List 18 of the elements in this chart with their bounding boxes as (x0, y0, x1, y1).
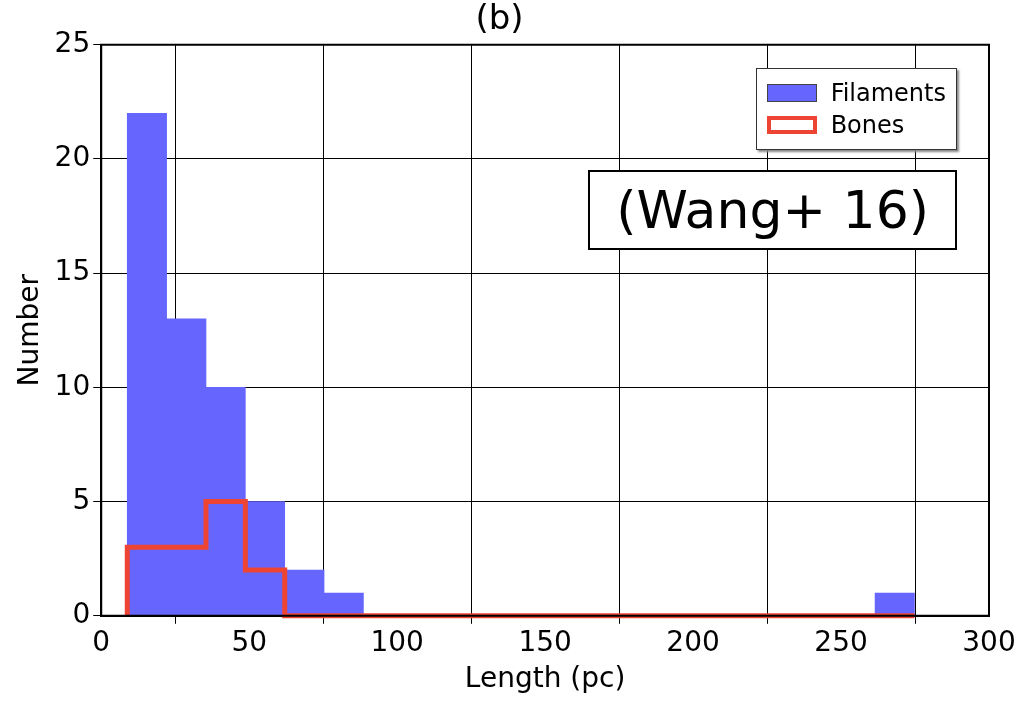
x-tick-label: 300 (962, 624, 1016, 658)
x-axis-title: Length (pc) (464, 661, 626, 695)
x-tick-label: 50 (231, 624, 268, 658)
y-tick-label: 10 (54, 368, 91, 402)
annotation: (Wang+ 16) (588, 170, 957, 250)
y-tick-label: 5 (72, 482, 91, 516)
x-tick-label: 100 (370, 624, 424, 658)
legend-label: Bones (830, 111, 905, 139)
x-tick-label: 150 (518, 624, 572, 658)
y-tick-label: 15 (54, 254, 91, 288)
chart-title: (b) (475, 0, 524, 38)
y-axis-title: Number (12, 273, 46, 387)
x-tick-label: 200 (666, 624, 720, 658)
legend-label: Filaments (830, 79, 946, 107)
x-tick-label: 250 (814, 624, 868, 658)
y-tick-label: 0 (72, 597, 91, 631)
y-tick-label: 20 (54, 140, 91, 174)
y-tick-label: 25 (54, 26, 91, 60)
